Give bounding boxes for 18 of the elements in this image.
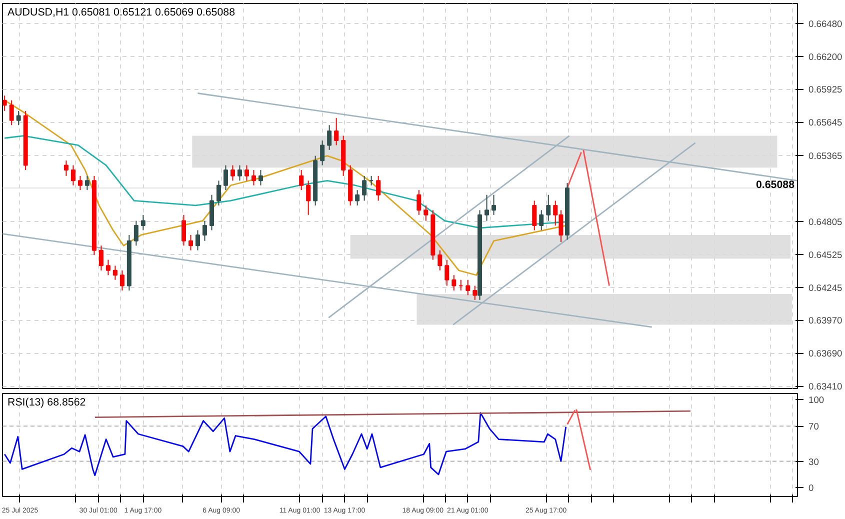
y-tick-label: 0.63690 (808, 348, 842, 359)
y-tick-label: 0.65365 (808, 150, 842, 161)
y-tick-label: 0 (808, 483, 814, 494)
ref-line-label: 0.65088 (756, 178, 795, 191)
y-tick-label: 70 (808, 422, 819, 432)
y-tick-label: 30 (808, 456, 819, 467)
y-tick-label: 0.64245 (808, 283, 842, 294)
chart-title: RSI(13) 68.8562 (8, 396, 86, 408)
y-tick-label: 0.63970 (808, 316, 842, 326)
y-tick-label: 100 (808, 395, 824, 406)
y-tick-label: 0.66200 (808, 52, 842, 62)
chart-title: AUDUSD,H1 0.65081 0.65121 0.65069 0.65088 (8, 6, 236, 18)
y-tick-label: 0.64525 (808, 250, 842, 260)
y-tick-label: 0.64805 (808, 216, 842, 227)
y-tick-label: 0.65925 (808, 84, 842, 95)
y-tick-label: 0.63410 (808, 382, 842, 392)
y-tick-label: 0.66480 (808, 19, 842, 30)
y-tick-label: 0.65645 (808, 118, 842, 128)
